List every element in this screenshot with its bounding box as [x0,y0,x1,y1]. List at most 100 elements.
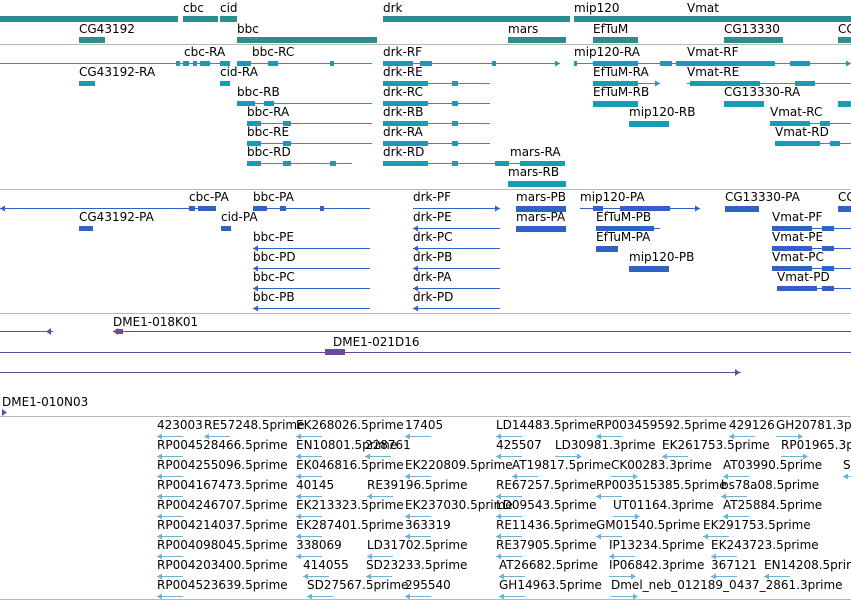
protein-label[interactable]: bbc-PC [253,270,295,284]
protein-exon[interactable] [822,226,834,231]
protein-label[interactable]: CG43192-PA [79,210,154,224]
est-label[interactable]: RP004246707.5prime [157,498,288,512]
transcript-exon[interactable] [593,81,638,86]
protein-label[interactable]: drk-PC [413,230,453,244]
transcript-label[interactable]: CG13330-RA [724,85,801,99]
protein-label[interactable]: Vmat-PD [777,270,830,284]
transcript-exon[interactable] [79,81,95,86]
est-label[interactable]: RP003459592.5prime [596,418,727,432]
est-arrow[interactable] [803,453,808,460]
protein-arrow[interactable] [413,285,418,292]
protein-exon[interactable] [725,206,759,212]
gene-bar[interactable] [838,37,851,43]
est-arrow[interactable] [635,513,640,520]
gene-bar[interactable] [593,37,638,43]
transcript-exon[interactable] [330,61,334,66]
gene-label[interactable]: CG13330 [724,22,780,36]
est-label[interactable]: IP06842.3prime [609,558,705,572]
protein-exon[interactable] [198,206,216,211]
transcript-arrow[interactable] [846,60,851,67]
transcript-exon[interactable] [452,121,458,126]
transcript-exon[interactable] [200,61,210,66]
est-label[interactable]: 338069 [296,538,342,552]
est-label[interactable]: RP004255096.5prime [157,458,288,472]
clone-block[interactable] [117,329,123,334]
protein-label[interactable]: drk-PA [413,270,452,284]
protein-label[interactable]: drk-PB [413,250,453,264]
protein-arrow[interactable] [413,225,418,232]
transcript-label[interactable]: mars-RB [508,165,560,179]
transcript-label[interactable]: Vmat-RC [770,105,823,119]
transcript-exon[interactable] [283,141,291,146]
protein-label[interactable]: bbc-PA [253,190,294,204]
est-label[interactable]: RP004167473.5prime [157,478,288,492]
protein-arrow[interactable] [253,305,258,312]
transcript-label[interactable]: drk-RF [383,45,423,59]
transcript-exon[interactable] [452,141,458,146]
protein-arrow[interactable] [695,205,700,212]
transcript-exon[interactable] [520,161,565,166]
protein-label[interactable]: Vmat-PF [772,210,823,224]
transcript-exon[interactable] [383,101,428,106]
protein-exon[interactable] [280,206,286,211]
transcript-arrow[interactable] [560,160,565,167]
transcript-exon[interactable] [383,141,428,146]
gene-bar[interactable] [383,16,570,22]
protein-label[interactable]: bbc-PD [253,250,296,264]
est-label[interactable]: RP004214037.5prime [157,518,288,532]
transcript-exon[interactable] [452,161,458,166]
clone-label[interactable]: DME1-010N03 [2,395,89,409]
transcript-arrow[interactable] [770,120,775,127]
est-label[interactable]: UT01164.3prime [613,498,714,512]
transcript-exon[interactable] [593,101,638,107]
est-arrow[interactable] [631,573,636,580]
transcript-exon[interactable] [247,161,261,166]
clone-arrow[interactable] [2,409,7,416]
transcript-exon[interactable] [452,101,458,106]
protein-exon[interactable] [822,246,834,251]
est-label[interactable]: EK287401.5prime [296,518,404,532]
protein-exon[interactable] [772,246,812,251]
transcript-arrow[interactable] [237,60,242,67]
transcript-exon[interactable] [283,161,291,166]
est-label[interactable]: RP004528466.5prime [157,438,288,452]
transcript-label[interactable]: bbc-RC [252,45,295,59]
protein-exon[interactable] [516,206,566,212]
transcript-exon[interactable] [795,81,815,86]
clone-arrow[interactable] [113,328,118,335]
protein-label[interactable]: mip120-PA [580,190,645,204]
protein-label[interactable]: drk-PE [413,210,452,224]
protein-arrow[interactable] [772,265,777,272]
transcript-label[interactable]: bbc-RE [247,125,290,139]
transcript-exon[interactable] [383,61,413,66]
transcript-exon[interactable] [264,101,274,106]
transcript-arrow[interactable] [383,100,388,107]
transcript-exon[interactable] [237,101,255,106]
protein-exon[interactable] [620,206,670,211]
est-arrow[interactable] [577,453,582,460]
est-label[interactable]: SD23233.5prime [366,558,468,572]
transcript-label[interactable]: Vmat-RF [687,45,739,59]
protein-exon[interactable] [189,206,195,211]
est-label[interactable]: 228761 [365,438,411,452]
protein-exon[interactable] [221,226,231,231]
transcript-arrow[interactable] [555,60,560,67]
transcript-exon[interactable] [247,121,261,126]
protein-arrow[interactable] [253,265,258,272]
protein-label[interactable]: mars-PA [516,210,566,224]
protein-exon[interactable] [629,266,669,272]
protein-exon[interactable] [777,286,817,291]
est-label[interactable]: RE37905.5prime [496,538,597,552]
protein-arrow[interactable] [413,265,418,272]
clone-arrow[interactable] [735,369,740,376]
gene-bar[interactable] [220,16,237,22]
protein-arrow[interactable] [253,205,258,212]
est-label[interactable]: EN14208.5prime [764,558,851,572]
transcript-exon[interactable] [383,81,428,86]
clone-arrow[interactable] [46,328,51,335]
transcript-label[interactable]: drk-RD [383,145,425,159]
transcript-exon[interactable] [676,61,688,66]
protein-label[interactable]: Vmat-PE [772,230,824,244]
clone-block[interactable] [325,349,345,355]
transcript-label[interactable]: drk-RB [383,105,424,119]
